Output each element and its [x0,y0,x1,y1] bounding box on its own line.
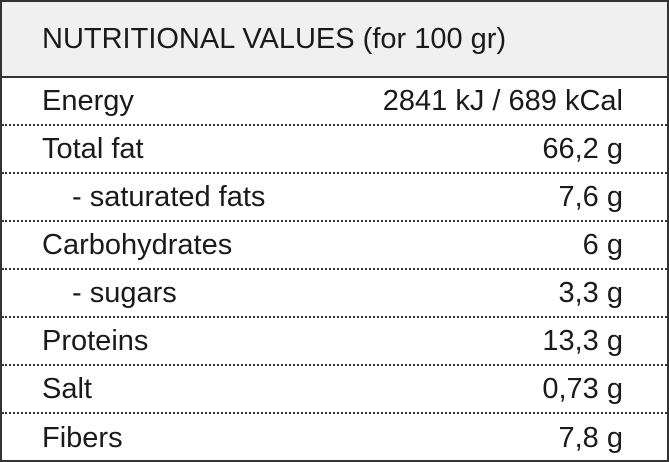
value: 13,3 g [542,324,623,357]
label: Carbohydrates [42,228,233,261]
value: 7,8 g [558,421,624,454]
label: Proteins [42,324,149,357]
value: 66,2 g [542,132,623,165]
row: Fibers 7,8 g [2,414,667,460]
value: 0,73 g [542,372,623,405]
value: 2841 kJ / 689 kCal [382,84,623,117]
label: Salt [42,372,92,405]
title: NUTRITIONAL VALUES (for 100 gr) [42,22,507,55]
row: - sugars 3,3 g [2,270,667,318]
value: 3,3 g [558,276,624,309]
row: - saturated fats 7,6 g [2,174,667,222]
row: Salt 0,73 g [2,366,667,414]
label: Energy [42,84,134,117]
label: Fibers [42,421,123,454]
header: NUTRITIONAL VALUES (for 100 gr) [2,2,667,78]
row: Energy 2841 kJ / 689 kCal [2,78,667,126]
value: 6 g [582,228,623,261]
row: Carbohydrates 6 g [2,222,667,270]
value: 7,6 g [558,180,624,213]
label: - sugars [72,276,177,309]
row: Total fat 66,2 g [2,126,667,174]
row: Proteins 13,3 g [2,318,667,366]
label: - saturated fats [72,180,266,213]
label: Total fat [42,132,144,165]
